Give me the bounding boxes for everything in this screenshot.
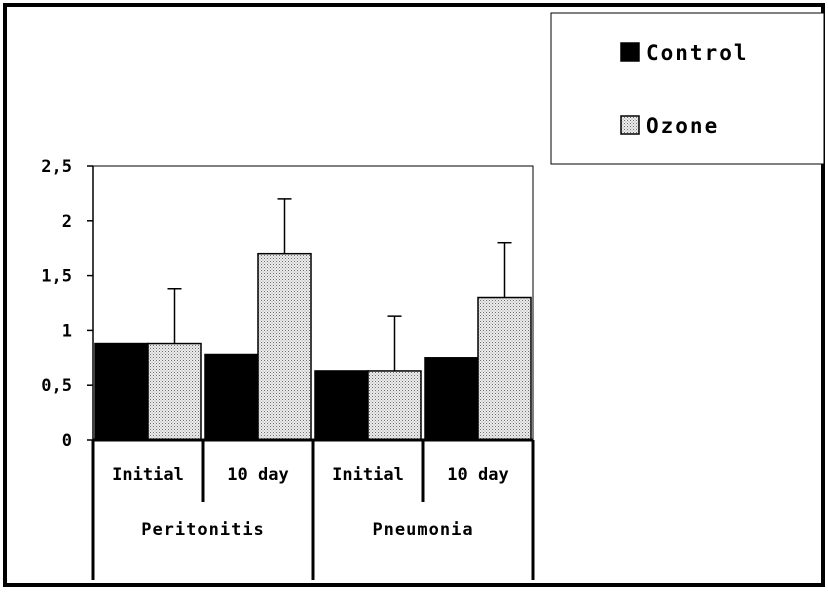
bar-ozone-3 [477,296,532,441]
legend-box [550,12,825,165]
x-category-label: Initial [112,465,184,485]
y-tick-label: 2 [62,212,72,232]
bar-control-1 [204,353,259,441]
bar-ozone-2 [367,370,422,441]
legend-label-ozone: Ozone [646,114,719,138]
bar-control-2 [314,370,369,441]
x-category-label: 10 day [227,465,288,485]
bar-ozone-0 [147,342,202,441]
y-tick-label: 1,5 [41,267,72,287]
legend-swatch-ozone [620,115,640,135]
bar-ozone-1 [257,252,312,441]
y-tick-label: 0 [62,431,72,451]
y-tick-label: 0,5 [41,376,72,396]
y-tick-label: 2,5 [41,157,72,177]
x-category-label: Initial [332,465,404,485]
x-group-label: Peritonitis [141,520,265,540]
legend-swatch-control [620,42,640,62]
y-tick-label: 1 [62,321,72,341]
bar-control-0 [94,342,149,441]
x-group-label: Pneumonia [372,520,473,540]
x-category-label: 10 day [447,465,508,485]
legend-label-control: Control [646,41,749,65]
bar-control-3 [424,357,479,441]
